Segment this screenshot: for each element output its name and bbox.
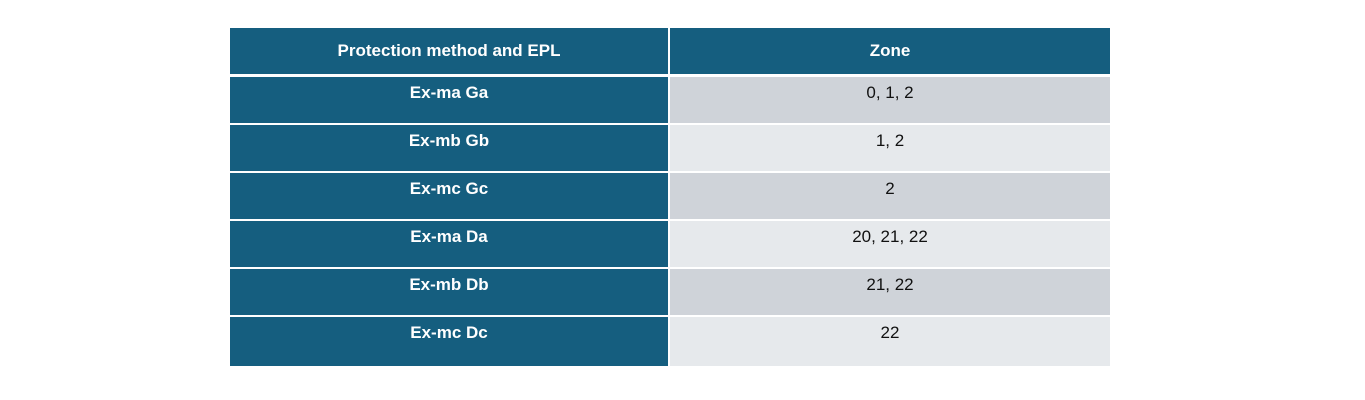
zone-cell: 21, 22 (669, 267, 1110, 317)
table-row: Ex-mb Gb 1, 2 (230, 123, 1110, 173)
epl-zone-table-container: Protection method and EPL Zone Ex-ma Ga … (230, 28, 1110, 366)
zone-cell: 0, 1, 2 (669, 75, 1110, 125)
protection-method-cell: Ex-ma Ga (230, 75, 670, 125)
table-row: Ex-mc Dc 22 (230, 315, 1110, 366)
zone-cell: 1, 2 (669, 123, 1110, 173)
table-header-row: Protection method and EPL Zone (230, 28, 1110, 77)
zone-cell: 20, 21, 22 (669, 219, 1110, 269)
table-row: Ex-ma Da 20, 21, 22 (230, 219, 1110, 269)
table-row: Ex-mc Gc 2 (230, 171, 1110, 221)
protection-method-cell: Ex-mc Gc (230, 171, 670, 221)
zone-cell: 2 (669, 171, 1110, 221)
table-row: Ex-ma Ga 0, 1, 2 (230, 75, 1110, 125)
protection-method-cell: Ex-ma Da (230, 219, 670, 269)
zone-cell: 22 (669, 315, 1110, 366)
table-row: Ex-mb Db 21, 22 (230, 267, 1110, 317)
header-zone: Zone (669, 28, 1110, 77)
protection-method-cell: Ex-mb Gb (230, 123, 670, 173)
protection-method-cell: Ex-mb Db (230, 267, 670, 317)
header-protection-method: Protection method and EPL (230, 28, 670, 77)
epl-zone-table: Protection method and EPL Zone Ex-ma Ga … (230, 28, 1110, 366)
protection-method-cell: Ex-mc Dc (230, 315, 670, 366)
